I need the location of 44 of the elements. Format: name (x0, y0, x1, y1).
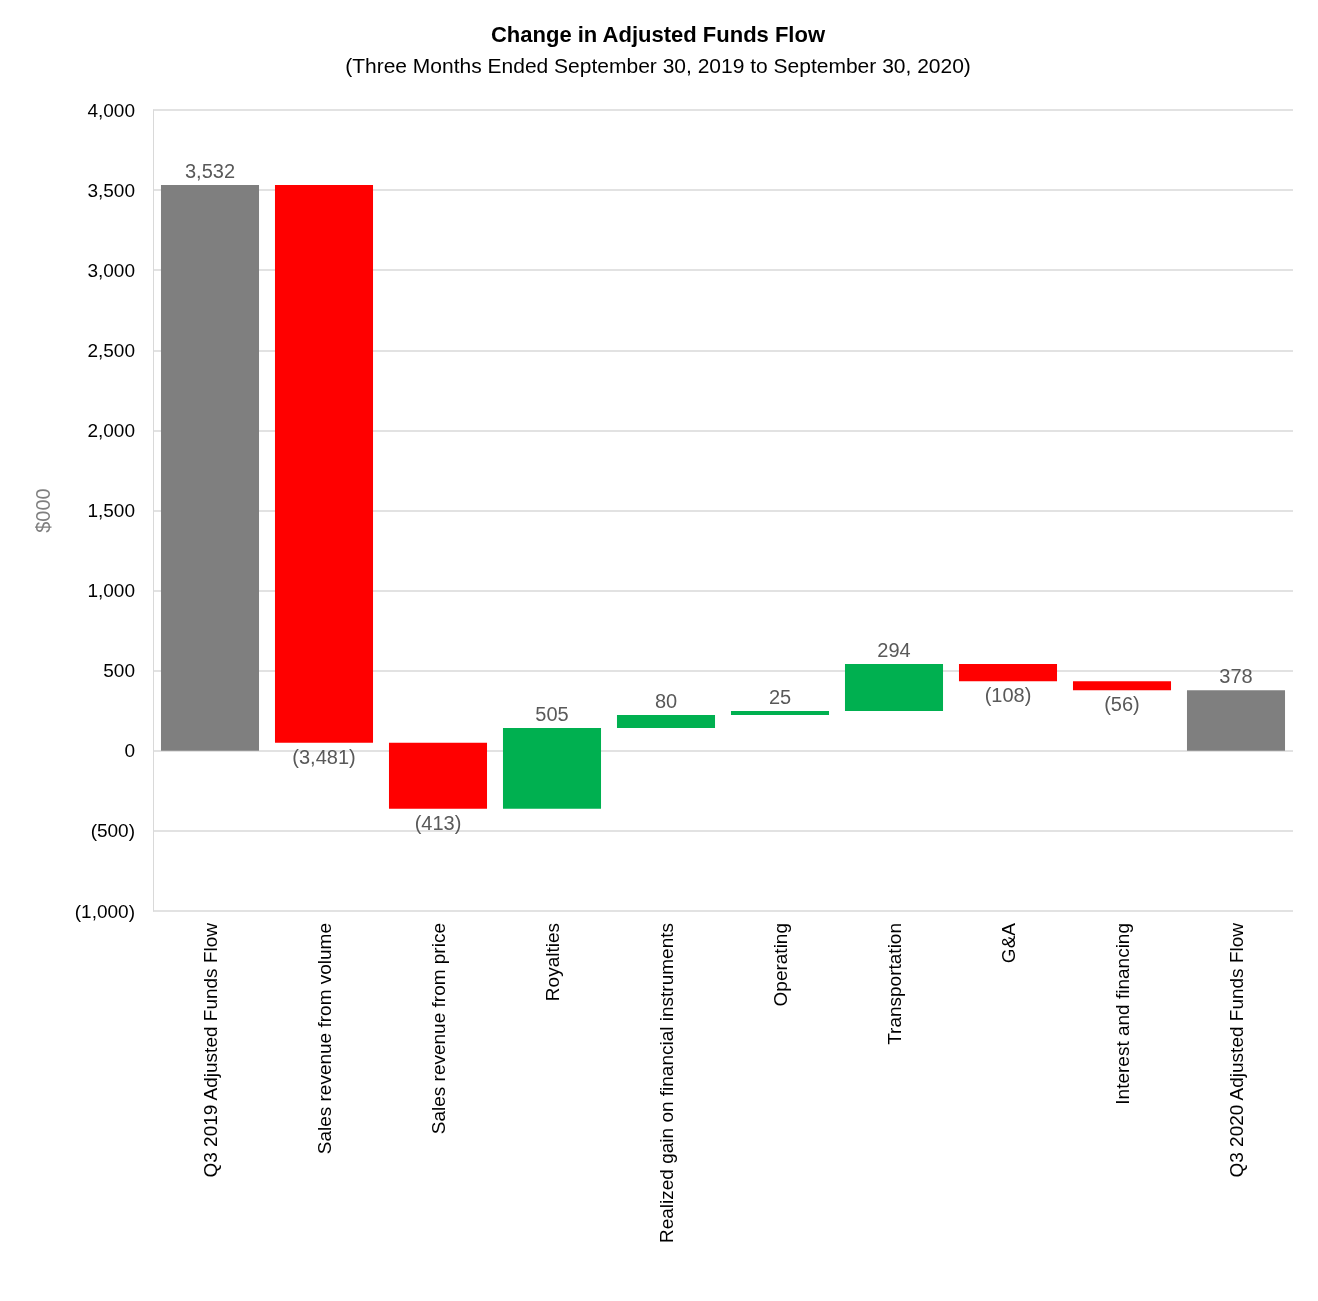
bar (502, 727, 602, 809)
y-tick-label: 4,000 (87, 99, 135, 121)
y-tick-label: 3,500 (87, 179, 135, 201)
y-tick-label: 3,000 (87, 259, 135, 281)
x-tick-label: G&A (997, 922, 1019, 964)
data-label: 294 (877, 638, 911, 661)
chart-subtitle: (Three Months Ended September 30, 2019 to September 30, 2020) (345, 54, 971, 77)
y-tick-label: (1,000) (74, 900, 135, 922)
bar (730, 711, 830, 716)
x-tick-label: Q3 2019 Adjusted Funds Flow (199, 922, 221, 1178)
y-tick-label: (500) (90, 820, 135, 842)
bar (616, 715, 716, 728)
data-label: (413) (414, 811, 462, 834)
chart-title: Change in Adjusted Funds Flow (490, 21, 826, 47)
data-label: 378 (1219, 665, 1253, 688)
data-label: (56) (1104, 693, 1140, 716)
y-axis-title: $000 (32, 488, 54, 533)
bar (1072, 681, 1172, 691)
x-tick-label: Operating (769, 923, 791, 1007)
y-tick-label: 1,000 (87, 580, 135, 602)
x-tick-label: Sales revenue from volume (313, 923, 335, 1155)
data-label: (3,481) (292, 745, 356, 768)
y-tick-label: 2,500 (87, 339, 135, 361)
x-tick-label: Q3 2020 Adjusted Funds Flow (1225, 922, 1247, 1178)
bar (844, 663, 944, 712)
bar (388, 742, 488, 809)
bar (160, 184, 260, 751)
x-tick-label: Sales revenue from price (427, 923, 449, 1135)
x-tick-label: Realized gain on financial instruments (655, 923, 677, 1244)
x-tick-label: Royalties (541, 923, 563, 1002)
y-tick-label: 500 (103, 660, 135, 682)
data-label: (108) (984, 684, 1032, 707)
data-label: 3,532 (184, 159, 236, 182)
data-label: 25 (768, 686, 792, 709)
data-label: 505 (535, 702, 569, 725)
y-tick-label: 2,000 (87, 419, 135, 441)
y-tick-label: 1,500 (87, 500, 135, 521)
bar (1186, 690, 1286, 751)
x-tick-label: Transportation (883, 923, 905, 1045)
data-label: 80 (654, 690, 678, 713)
x-tick-label: Interest and financing (1111, 923, 1133, 1105)
y-tick-label: 0 (124, 740, 135, 762)
bar (274, 184, 374, 743)
bar (958, 663, 1058, 682)
